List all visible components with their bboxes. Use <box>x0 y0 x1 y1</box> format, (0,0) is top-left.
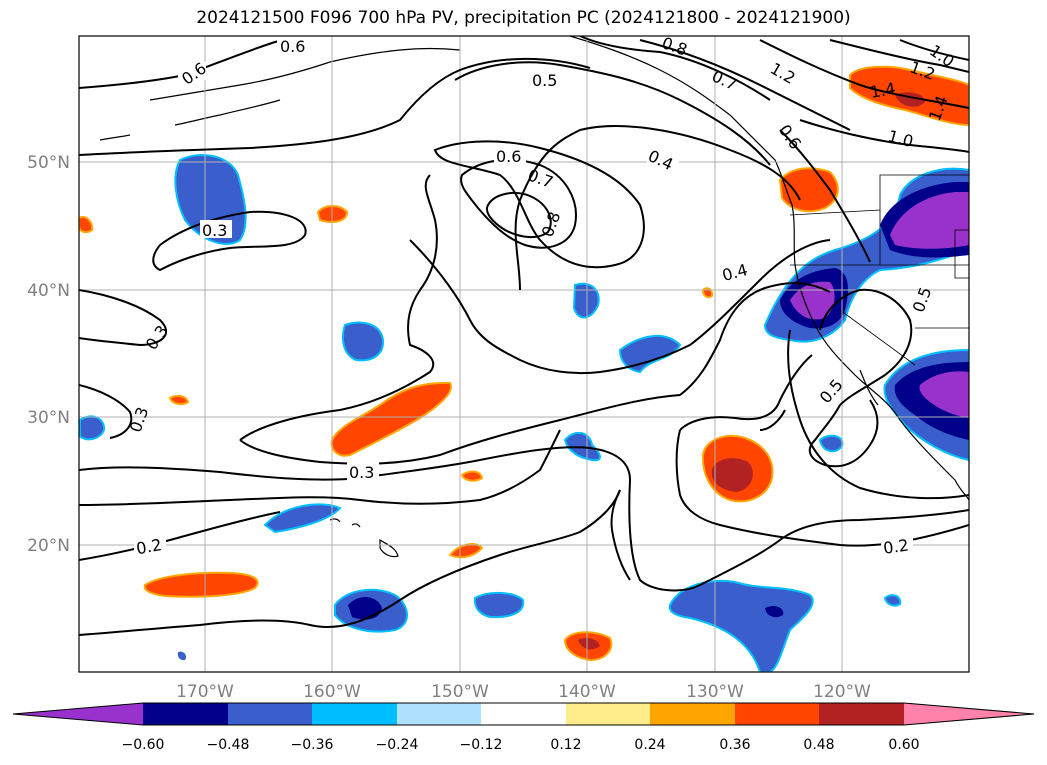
map-background <box>79 36 969 672</box>
lon-tick-label: 150°W <box>431 682 489 702</box>
contour-label: 0.6 <box>496 147 521 166</box>
colorbar-segment <box>735 703 819 725</box>
lon-tick-label: 130°W <box>686 682 744 702</box>
colorbar-segment <box>397 703 481 725</box>
lat-tick-label: 20°N <box>27 536 70 556</box>
contour-label: 1.4 <box>869 79 897 102</box>
colorbar-tick-label: −0.48 <box>207 737 250 753</box>
colorbar-tick-label: −0.24 <box>376 737 419 753</box>
lat-tick-label: 30°N <box>27 408 70 428</box>
lat-tick-label: 40°N <box>27 281 70 301</box>
colorbar-extend-low <box>13 703 143 725</box>
contour-label: 0.2 <box>135 535 163 558</box>
colorbar-segment <box>228 703 312 725</box>
colorbar-segment <box>566 703 650 725</box>
colorbar-segment <box>650 703 735 725</box>
colorbar-outline <box>12 702 1035 726</box>
colorbar-tick-label: −0.60 <box>122 737 165 753</box>
map-frame <box>78 35 970 673</box>
colorbar-tick-label: −0.36 <box>291 737 334 753</box>
page-title: 2024121500 F096 700 hPa PV, precipitatio… <box>196 8 851 28</box>
lon-tick-label: 170°W <box>176 682 234 702</box>
colorbar-segment <box>819 703 904 725</box>
colorbar-tick-label: 0.36 <box>719 737 750 753</box>
colorbar-segment <box>481 703 566 725</box>
colorbar-tick-label: 0.48 <box>803 737 834 753</box>
colorbar-extend-high <box>904 703 1034 725</box>
political-borders <box>789 174 969 366</box>
contour-label: 0.3 <box>349 463 374 482</box>
colorbar: −0.60 −0.48 −0.36 −0.24 −0.12 0.12 0.24 … <box>12 702 1035 753</box>
colorbar-tick-label: 0.60 <box>888 737 919 753</box>
lon-tick-label: 120°W <box>813 682 871 702</box>
colorbar-segment <box>143 703 228 725</box>
lat-tick-label: 50°N <box>27 153 70 173</box>
contour-label: 0.5 <box>532 71 557 90</box>
contour-label: 0.6 <box>280 37 305 56</box>
precipitation-shading <box>79 65 969 672</box>
contour-label: 0.3 <box>202 221 227 240</box>
colorbar-tick-label: 0.12 <box>550 737 581 753</box>
pv-contours <box>79 36 969 636</box>
lon-tick-label: 140°W <box>558 682 616 702</box>
colorbar-tick-label: 0.24 <box>634 737 665 753</box>
colorbar-tick-label: −0.12 <box>460 737 503 753</box>
lon-tick-label: 160°W <box>303 682 361 702</box>
colorbar-segment <box>312 703 397 725</box>
contour-label: 0.2 <box>882 535 910 557</box>
